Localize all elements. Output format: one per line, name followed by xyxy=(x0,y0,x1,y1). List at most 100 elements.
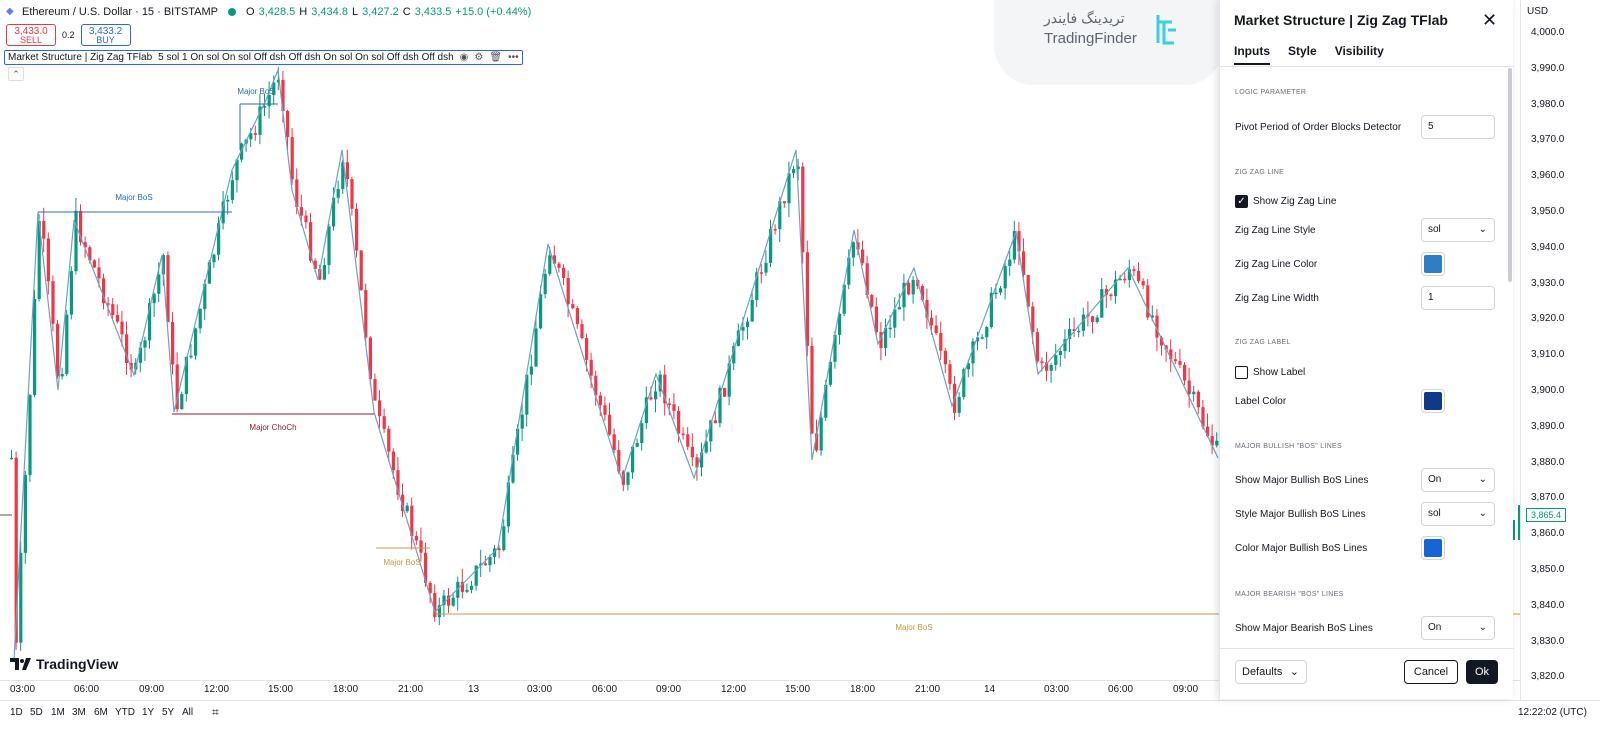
delete-icon[interactable]: 🗑 xyxy=(489,52,503,63)
candle-body xyxy=(322,265,326,280)
range-button-ytd[interactable]: YTD xyxy=(115,707,135,718)
label-color-label: Label Color xyxy=(1235,396,1287,407)
indicator-name[interactable]: Market Structure | Zig Zag TFlab xyxy=(8,52,153,63)
pivot-period-input[interactable]: 5 xyxy=(1421,115,1495,139)
candle-body xyxy=(838,313,842,335)
candle-body xyxy=(419,540,423,553)
candle-body xyxy=(962,369,966,398)
utc-clock[interactable]: 12:22:02 (UTC) xyxy=(1518,707,1587,718)
bull-color-picker[interactable] xyxy=(1421,536,1445,560)
candle-body xyxy=(787,173,791,204)
candle-body xyxy=(69,271,73,315)
range-button-5d[interactable]: 5D xyxy=(30,707,43,718)
candle-body xyxy=(626,472,630,485)
currency-selector[interactable]: USD xyxy=(1527,6,1549,17)
range-button-1y[interactable]: 1Y xyxy=(142,707,155,718)
show-label-checkbox[interactable] xyxy=(1235,366,1248,379)
dialog-scrollbar[interactable] xyxy=(1508,68,1512,282)
time-tick-label: 13 xyxy=(468,684,480,695)
candle-body xyxy=(1017,231,1021,252)
candle-body xyxy=(368,337,372,380)
candle-body xyxy=(1137,270,1141,282)
tradingfinder-logo-icon xyxy=(1156,15,1176,45)
candle-body xyxy=(332,197,336,227)
ok-button[interactable]: Ok xyxy=(1466,660,1498,684)
candle-body xyxy=(612,434,616,450)
label-color-picker[interactable] xyxy=(1421,389,1445,413)
indicator-legend[interactable]: Market Structure | Zig Zag TFlab 5 sol 1… xyxy=(4,50,523,65)
price-tick-label: 3,950.0 xyxy=(1531,206,1565,217)
candle-body xyxy=(10,457,14,460)
candle-body xyxy=(391,451,395,471)
sell-button[interactable]: 3,433.0 SELL xyxy=(6,24,56,46)
defaults-button[interactable]: Defaults ⌄ xyxy=(1235,660,1307,684)
ethereum-icon: ◆ xyxy=(6,6,14,17)
bull-style-select[interactable]: sol ⌄ xyxy=(1421,502,1495,526)
tab-visibility[interactable]: Visibility xyxy=(1334,44,1384,58)
eye-icon[interactable]: ◉ xyxy=(459,52,469,63)
time-tick-label: 15:00 xyxy=(268,684,294,695)
section-logic-parameter: LOGIC PARAMETER xyxy=(1235,89,1307,96)
candle-body xyxy=(516,428,520,455)
candle-body xyxy=(902,282,906,308)
symbol-title[interactable]: Ethereum / U.S. Dollar · 15 · BITSTAMP xyxy=(22,6,219,18)
bear-show-select[interactable]: On ⌄ xyxy=(1421,616,1495,640)
range-button-5y[interactable]: 5Y xyxy=(162,707,175,718)
range-button-6m[interactable]: 6M xyxy=(94,707,108,718)
show-zigzag-checkbox[interactable]: ✓ xyxy=(1235,195,1248,208)
candle-body xyxy=(272,82,276,96)
candle-body xyxy=(778,201,782,230)
range-button-3m[interactable]: 3M xyxy=(72,707,86,718)
candle-body xyxy=(106,303,110,305)
candle-body xyxy=(994,292,998,295)
candle-body xyxy=(543,273,547,295)
range-button-all[interactable]: All xyxy=(182,707,194,718)
price-axis[interactable]: 4,000.0 3,990.0 3,980.0 3,970.0 3,960.0 3,950… xyxy=(1520,0,1600,700)
zigzag-width-input[interactable]: 1 xyxy=(1421,286,1495,310)
candle-body xyxy=(1003,265,1007,289)
buy-button[interactable]: 3,433.2 BUY xyxy=(80,24,131,46)
candle-body xyxy=(97,267,101,279)
candle-body xyxy=(1178,361,1182,365)
show-label-text[interactable]: Show Label xyxy=(1253,367,1306,378)
candle-body xyxy=(1049,364,1053,371)
candle-body xyxy=(644,397,648,424)
candle-body xyxy=(727,363,731,397)
candle-body xyxy=(879,332,883,348)
show-zigzag-label[interactable]: Show Zig Zag Line xyxy=(1253,196,1337,207)
time-tick-label: 03:00 xyxy=(10,684,36,695)
candle-body xyxy=(1187,380,1191,395)
close-icon[interactable]: ✕ xyxy=(1482,10,1498,30)
zigzag-style-select[interactable]: sol ⌄ xyxy=(1421,218,1495,242)
candle-body xyxy=(566,278,570,305)
range-button-1m[interactable]: 1M xyxy=(51,707,65,718)
more-icon[interactable]: ••• xyxy=(508,52,519,63)
settings-icon[interactable]: ⚙ xyxy=(474,52,484,63)
collapse-legend-button[interactable]: ⌃ xyxy=(8,67,24,81)
tab-inputs[interactable]: Inputs xyxy=(1234,44,1270,65)
bull-color-swatch xyxy=(1424,539,1442,557)
bull-show-select[interactable]: On ⌄ xyxy=(1421,468,1495,492)
cancel-button[interactable]: Cancel xyxy=(1404,660,1458,684)
candle-body xyxy=(1012,231,1016,260)
time-tick-label: 06:00 xyxy=(592,684,618,695)
candle-body xyxy=(1081,314,1085,331)
tab-style[interactable]: Style xyxy=(1288,44,1317,58)
ohlc-low-value: 3,427.2 xyxy=(362,6,399,18)
zigzag-color-picker[interactable] xyxy=(1421,252,1445,276)
tradingview-logo[interactable]: TradingView xyxy=(10,656,118,672)
candle-body xyxy=(773,229,777,231)
buy-price: 3,433.2 xyxy=(88,26,123,37)
candle-body xyxy=(976,337,980,342)
candle-body xyxy=(258,106,262,135)
dialog-tabs: Inputs Style Visibility xyxy=(1234,44,1384,65)
time-axis[interactable]: 03:00 06:00 09:00 12:00 15:00 18:00 21:00 13 03:… xyxy=(0,680,1520,698)
candle-body xyxy=(166,255,170,323)
time-tick-label: 06:00 xyxy=(1108,684,1134,695)
candle-body xyxy=(92,260,96,268)
range-button-1d[interactable]: 1D xyxy=(10,707,23,718)
footer-divider xyxy=(1220,648,1514,649)
candle-body xyxy=(88,247,92,261)
candle-body xyxy=(456,581,460,598)
date-range-icon[interactable]: ⌗ xyxy=(212,705,219,719)
